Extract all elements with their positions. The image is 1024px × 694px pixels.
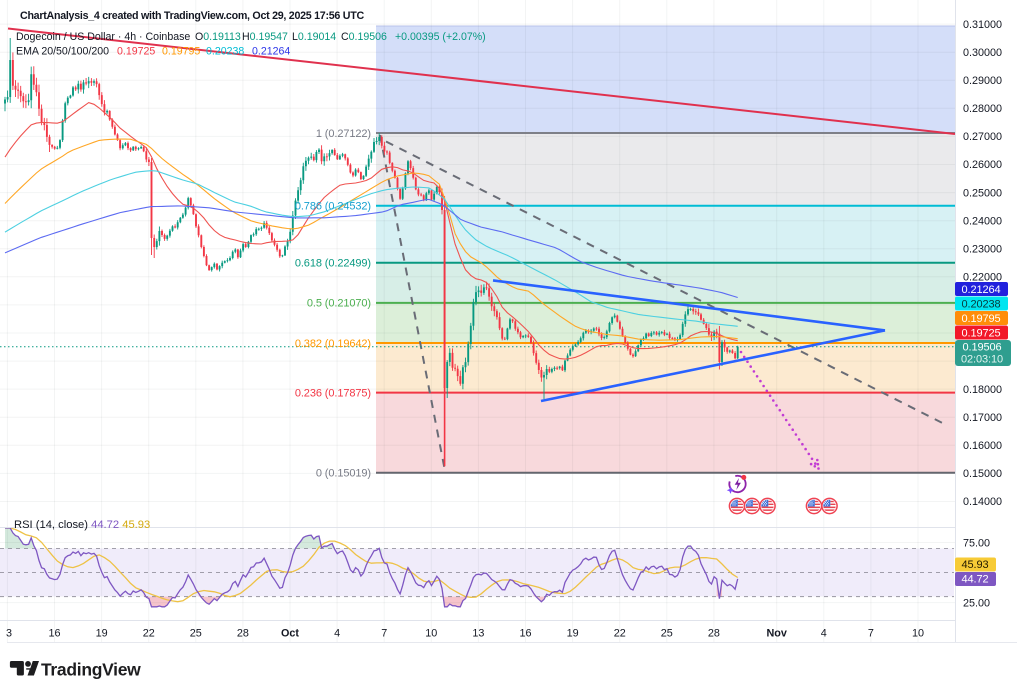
svg-text:0.24000: 0.24000 (963, 215, 1002, 227)
svg-text:22: 22 (614, 628, 626, 640)
svg-text:3: 3 (6, 628, 12, 640)
svg-text:0.14000: 0.14000 (963, 496, 1002, 508)
svg-text:19: 19 (567, 628, 579, 640)
svg-text:0.22000: 0.22000 (963, 272, 1002, 284)
svg-text:Oct: Oct (281, 628, 299, 640)
svg-text:0.19725: 0.19725 (961, 327, 1000, 339)
svg-text:22: 22 (143, 628, 155, 640)
svg-text:0.20238: 0.20238 (961, 298, 1000, 310)
svg-text:1 (0.27122): 1 (0.27122) (316, 128, 371, 140)
svg-text:0.29000: 0.29000 (963, 75, 1002, 87)
svg-text:0 (0.15019): 0 (0.15019) (316, 468, 371, 480)
svg-text:10: 10 (425, 628, 437, 640)
svg-text:0.236 (0.17875): 0.236 (0.17875) (295, 387, 371, 399)
svg-text:0.21264: 0.21264 (961, 284, 1000, 296)
svg-text:0.30000: 0.30000 (963, 47, 1002, 59)
svg-text:7: 7 (381, 628, 387, 640)
svg-text:13: 13 (472, 628, 484, 640)
svg-text:28: 28 (708, 628, 720, 640)
svg-text:10: 10 (912, 628, 924, 640)
svg-text:0.27000: 0.27000 (963, 131, 1002, 143)
svg-text:28: 28 (237, 628, 249, 640)
svg-text:0.26000: 0.26000 (963, 159, 1002, 171)
svg-text:ChartAnalysis_4 created with T: ChartAnalysis_4 created with TradingView… (20, 10, 364, 22)
svg-text:Nov: Nov (766, 628, 786, 640)
svg-text:44.72: 44.72 (961, 574, 988, 586)
svg-text:19: 19 (96, 628, 108, 640)
svg-text:0.31000: 0.31000 (963, 19, 1002, 31)
svg-text:0.382 (0.19642): 0.382 (0.19642) (295, 338, 371, 350)
svg-text:25: 25 (661, 628, 673, 640)
svg-text:0.28000: 0.28000 (963, 103, 1002, 115)
svg-text:Dogecoin / US Dollar · 4h · Co: Dogecoin / US Dollar · 4h · Coinbase O0.1… (16, 31, 486, 43)
svg-text:16: 16 (519, 628, 531, 640)
svg-text:45.93: 45.93 (961, 559, 988, 571)
svg-text:RSI (14, close) 44.72 45.93: RSI (14, close) 44.72 45.93 (14, 519, 150, 531)
svg-text:0.16000: 0.16000 (963, 440, 1002, 452)
svg-text:4: 4 (334, 628, 340, 640)
svg-text:16: 16 (48, 628, 60, 640)
svg-text:0.19506: 0.19506 (962, 342, 1001, 354)
svg-text:0.786 (0.24532): 0.786 (0.24532) (295, 201, 371, 213)
svg-text:0.5 (0.21070): 0.5 (0.21070) (307, 298, 371, 310)
svg-text:0.18000: 0.18000 (963, 384, 1002, 396)
svg-text:25.00: 25.00 (963, 597, 990, 609)
svg-text:0.23000: 0.23000 (963, 243, 1002, 255)
svg-text:0.15000: 0.15000 (963, 468, 1002, 480)
svg-text:25: 25 (190, 628, 202, 640)
svg-text:TradingView: TradingView (41, 660, 141, 680)
svg-text:7: 7 (868, 628, 874, 640)
svg-text:75.00: 75.00 (963, 538, 990, 550)
svg-text:02:03:10: 02:03:10 (961, 354, 1003, 366)
svg-text:0.19795: 0.19795 (961, 313, 1000, 325)
svg-text:0.618 (0.22499): 0.618 (0.22499) (295, 258, 371, 270)
svg-text:0.17000: 0.17000 (963, 412, 1002, 424)
svg-text:0.25000: 0.25000 (963, 187, 1002, 199)
svg-text:4: 4 (821, 628, 827, 640)
